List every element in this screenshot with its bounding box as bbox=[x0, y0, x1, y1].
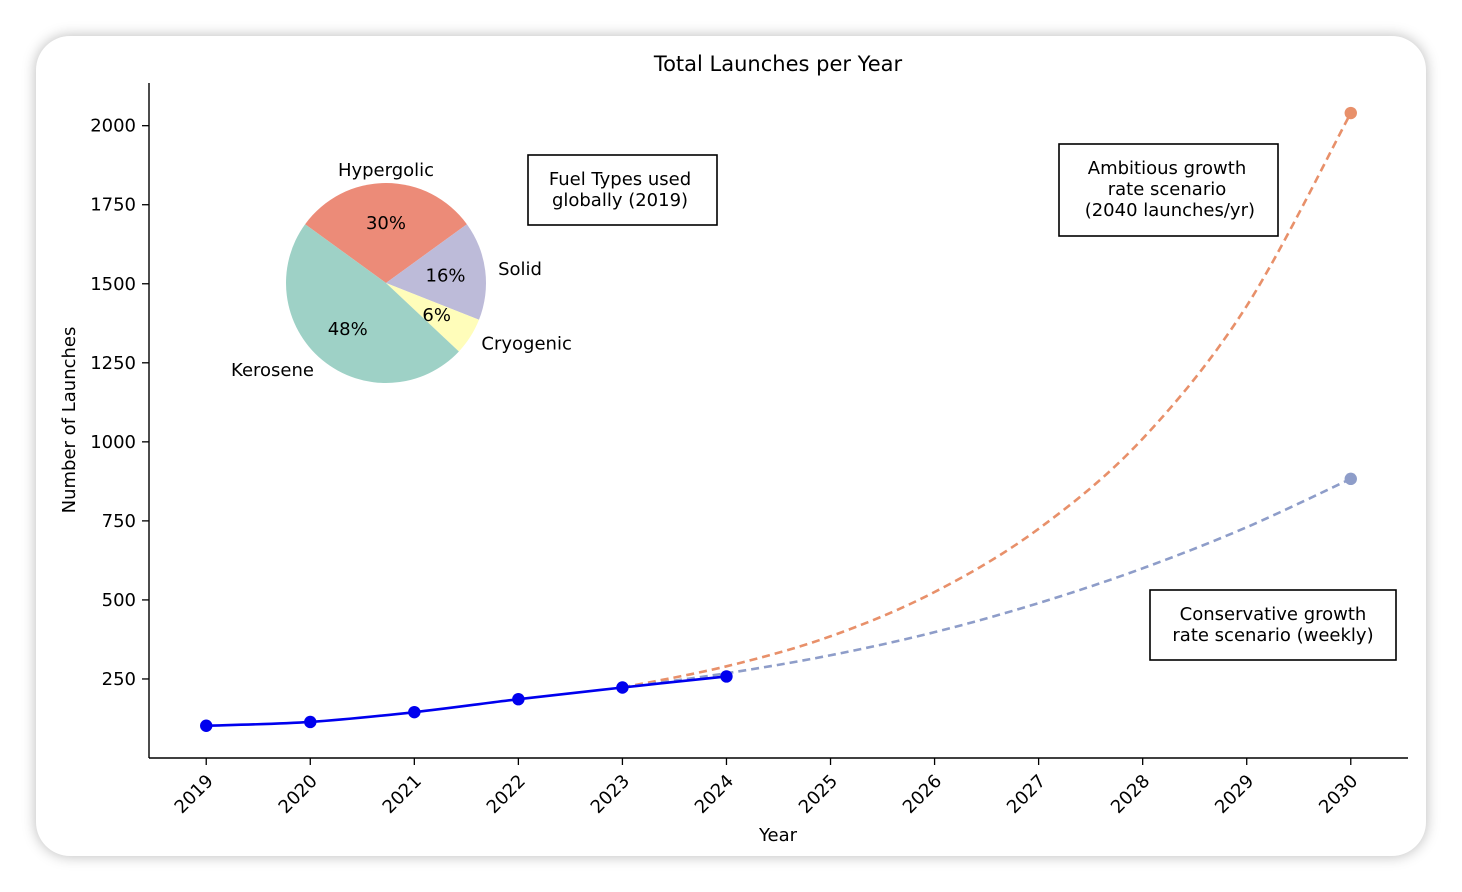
y-tick-label: 500 bbox=[102, 590, 136, 611]
pie-slice-label: Hypergolic bbox=[338, 160, 434, 181]
y-tick-label: 250 bbox=[102, 669, 136, 690]
historical-line bbox=[206, 675, 727, 728]
conservative-annotation-text: Conservative growth rate scenario (weekly… bbox=[1172, 604, 1373, 646]
pie-slice-label: Kerosene bbox=[231, 360, 314, 381]
pie-inset: 30% Hypergolic 16% Solid 6% Cryogenic 48% Keros… bbox=[231, 160, 572, 383]
data-point bbox=[616, 681, 629, 694]
pie-title-frame bbox=[527, 154, 718, 226]
projection-line-1 bbox=[622, 112, 1352, 689]
x-tick-label: 2029 bbox=[1211, 771, 1258, 818]
chart-title: Total Launches per Year bbox=[653, 52, 903, 76]
y-axis-label: Number of Launches bbox=[59, 327, 80, 514]
series-layer bbox=[200, 106, 1357, 732]
projection-endpoint-2 bbox=[1344, 472, 1357, 486]
x-tick-label: 2028 bbox=[1107, 771, 1154, 818]
x-tick-label: 2027 bbox=[1003, 771, 1050, 818]
pie-slice-hypergolic bbox=[305, 183, 467, 283]
x-axis-label: Year bbox=[758, 825, 798, 846]
x-ticks: 2019 2020 2021 2022 2023 2024 2025 2026 2027 2028… bbox=[171, 758, 1362, 818]
pie-title-box: Fuel Types used globally (2019) bbox=[527, 154, 718, 226]
y-tick-label: 1500 bbox=[90, 274, 136, 295]
data-point bbox=[408, 705, 421, 719]
y-tick-label: 750 bbox=[102, 511, 136, 532]
x-tick-label: 2021 bbox=[379, 771, 426, 818]
conservative-annotation: Conservative growth rate scenario (weekly… bbox=[1149, 589, 1397, 661]
x-tick-label: 2022 bbox=[483, 771, 530, 818]
y-tick-label: 1750 bbox=[90, 195, 136, 216]
data-point bbox=[720, 670, 733, 683]
x-tick-label: 2026 bbox=[899, 771, 946, 818]
ambitious-annotation: Ambitious growth rate scenario (2040 laun… bbox=[1058, 143, 1279, 237]
x-tick-label: 2020 bbox=[275, 771, 322, 818]
axes bbox=[148, 83, 1408, 759]
pie-slice-kerosene bbox=[286, 224, 459, 383]
data-point bbox=[304, 715, 317, 729]
conservative-annotation-frame bbox=[1149, 589, 1397, 661]
pie-pct-label: 30% bbox=[366, 213, 406, 234]
ambitious-annotation-text: Ambitious growth rate scenario (2040 laun… bbox=[1079, 158, 1255, 221]
x-tick-label: 2023 bbox=[587, 771, 634, 818]
y-tick-label: 2000 bbox=[90, 116, 136, 137]
x-tick-label: 2030 bbox=[1315, 771, 1362, 818]
pie-slice-solid bbox=[386, 224, 487, 320]
data-point bbox=[200, 719, 213, 732]
ambitious-annotation-frame bbox=[1058, 143, 1279, 237]
pie-title: Fuel Types used globally (2019) bbox=[549, 169, 691, 211]
y-tick-label: 1250 bbox=[90, 353, 136, 374]
x-tick-label: 2025 bbox=[795, 771, 842, 818]
y-tick-label: 1000 bbox=[90, 432, 136, 453]
x-tick-label: 2024 bbox=[691, 771, 738, 818]
projection-endpoint-1 bbox=[1344, 106, 1357, 120]
pie-pct-label: 48% bbox=[328, 319, 368, 340]
pie-slice-cryogenic bbox=[386, 283, 479, 352]
pie-slice-label: Solid bbox=[498, 259, 542, 280]
pie-pct-label: 16% bbox=[426, 265, 466, 286]
y-ticks: 250 500 750 1000 1250 1500 1750 2000 bbox=[90, 116, 149, 690]
data-point bbox=[512, 692, 525, 706]
x-tick-label: 2019 bbox=[171, 771, 218, 818]
pie-pct-label: 6% bbox=[422, 305, 451, 326]
pie-slice-label: Cryogenic bbox=[481, 334, 571, 355]
projection-line-2 bbox=[622, 477, 1352, 689]
